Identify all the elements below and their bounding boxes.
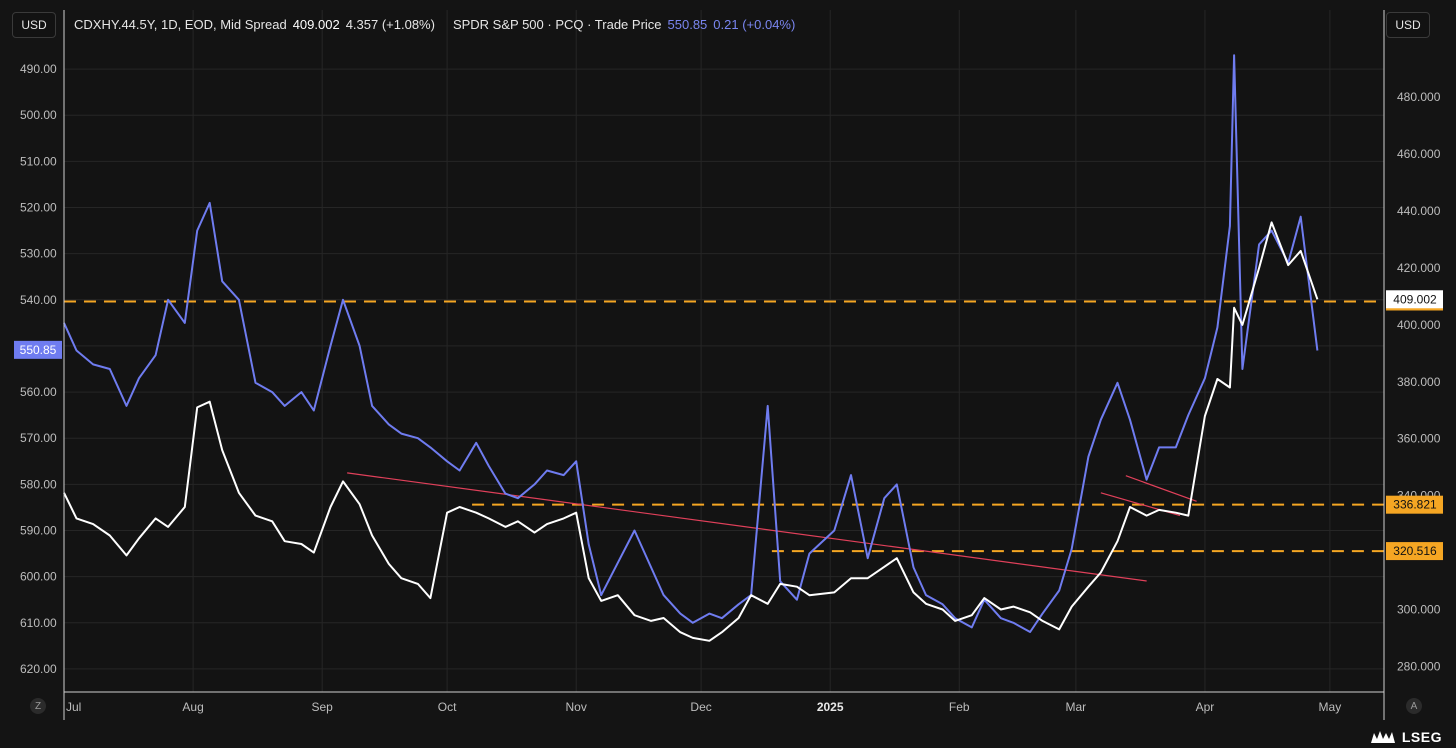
series-lines [63, 54, 1319, 642]
level-label-bg [1386, 542, 1443, 561]
horizontal-levels [64, 300, 1384, 553]
plot-area [64, 10, 1384, 692]
x-tick-label: Oct [438, 700, 457, 714]
legend-spy-value: 550.85 [667, 16, 708, 32]
x-tick-label: Jul [66, 700, 81, 714]
right-tick-label: 440.000 [1397, 204, 1441, 218]
x-tick-label: Feb [949, 700, 970, 714]
brand-logo: LSEG [1370, 729, 1442, 745]
left-tick-label: 610.00 [20, 616, 57, 630]
legend-spy-change: 0.21 (+0.04%) [713, 16, 796, 32]
right-tick-label: 480.000 [1397, 90, 1441, 104]
right-tick-label: 420.000 [1397, 261, 1441, 275]
level-label: 320.516 [1393, 544, 1437, 558]
lseg-mark-icon [1370, 731, 1395, 743]
level-label: 336.821 [1393, 498, 1437, 512]
right-tick-label: 380.000 [1397, 375, 1441, 389]
spread-current-tag [1386, 290, 1443, 309]
spy-current-value: 550.85 [20, 343, 57, 357]
left-tick-label: 590.00 [20, 524, 57, 538]
right-tick-label: 300.000 [1397, 602, 1441, 616]
right-tick-label: 280.000 [1397, 659, 1441, 673]
right-tick-label: 360.000 [1397, 432, 1441, 446]
left-tick-label: 620.00 [20, 662, 57, 676]
left-tick-label: 560.00 [20, 385, 57, 399]
left-tick-label: 570.00 [20, 431, 57, 445]
legend: CDXHY.44.5Y, 1D, EOD, Mid Spread 409.002… [74, 10, 801, 38]
spread-current-value: 409.002 [1393, 292, 1437, 306]
legend-spread-desc: CDXHY.44.5Y, 1D, EOD, Mid Spread [74, 16, 287, 32]
left-tick-label: 500.00 [20, 108, 57, 122]
legend-spy-desc: SPDR S&P 500 · PCQ · Trade Price [452, 16, 662, 32]
x-tick-label: Mar [1066, 700, 1087, 714]
x-tick-label: May [1319, 700, 1342, 714]
x-tick-label: Apr [1196, 700, 1215, 714]
right-tick-label: 460.000 [1397, 147, 1441, 161]
left-tick-label: 540.00 [20, 293, 57, 307]
axes: Jul Aug Sep Oct Nov Dec 2025 Feb Mar Apr May 490.00… [14, 10, 1443, 720]
trend-line [347, 472, 1147, 582]
left-tick-label: 580.00 [20, 477, 57, 491]
grid [64, 10, 1384, 692]
x-tick-label: Aug [182, 700, 203, 714]
zoom-reset-button[interactable]: Z [30, 698, 46, 714]
legend-spread-value: 409.002 [292, 16, 340, 32]
left-unit-button[interactable]: USD [12, 12, 56, 38]
trend-line [1125, 475, 1197, 502]
left-tick-label: 510.00 [20, 154, 57, 168]
x-tick-label: 2025 [817, 700, 844, 714]
x-tick-label: Nov [566, 700, 587, 714]
left-tick-label: 530.00 [20, 247, 57, 261]
legend-spread-change: 4.357 (+1.08%) [345, 16, 435, 32]
x-tick-label: Dec [690, 700, 711, 714]
left-tick-label: 490.00 [20, 62, 57, 76]
left-tick-label: 600.00 [20, 570, 57, 584]
right-tick-label: 400.000 [1397, 318, 1441, 332]
x-tick-label: Sep [311, 700, 333, 714]
left-tick-label: 520.00 [20, 201, 57, 215]
right-unit-button[interactable]: USD [1386, 12, 1430, 38]
brand-name: LSEG [1401, 729, 1442, 745]
spy-current-tag [14, 340, 62, 359]
auto-scale-button[interactable]: A [1406, 698, 1422, 714]
level-label-bg [1386, 495, 1443, 514]
spread-series-line [63, 221, 1319, 642]
spy-series-line [63, 54, 1319, 633]
